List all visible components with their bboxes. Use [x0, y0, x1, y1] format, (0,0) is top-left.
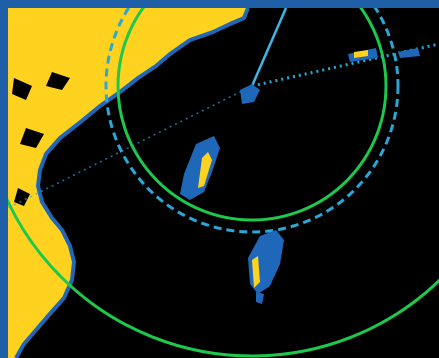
radar-screen: [8, 8, 439, 358]
heading-line: [250, 8, 288, 87]
radar-plot: [8, 8, 439, 358]
inner-range-ring: [116, 8, 388, 222]
own-ship-echo: [240, 84, 260, 104]
target-echo-1-core: [198, 152, 212, 188]
target-echo-bearing-core: [354, 50, 368, 58]
variable-range-marker: [104, 8, 400, 234]
outer-range-ring: [8, 197, 439, 358]
landmass-edge-shadow: [14, 8, 250, 358]
target-echo-1: [180, 136, 220, 200]
target-echo-2-core: [252, 256, 260, 288]
target-echo-2-tail: [256, 292, 264, 304]
target-echo-far: [398, 48, 420, 58]
landmass-echo: [8, 8, 248, 358]
bearing-line: [251, 42, 439, 88]
landmass-gaps: [12, 72, 70, 206]
